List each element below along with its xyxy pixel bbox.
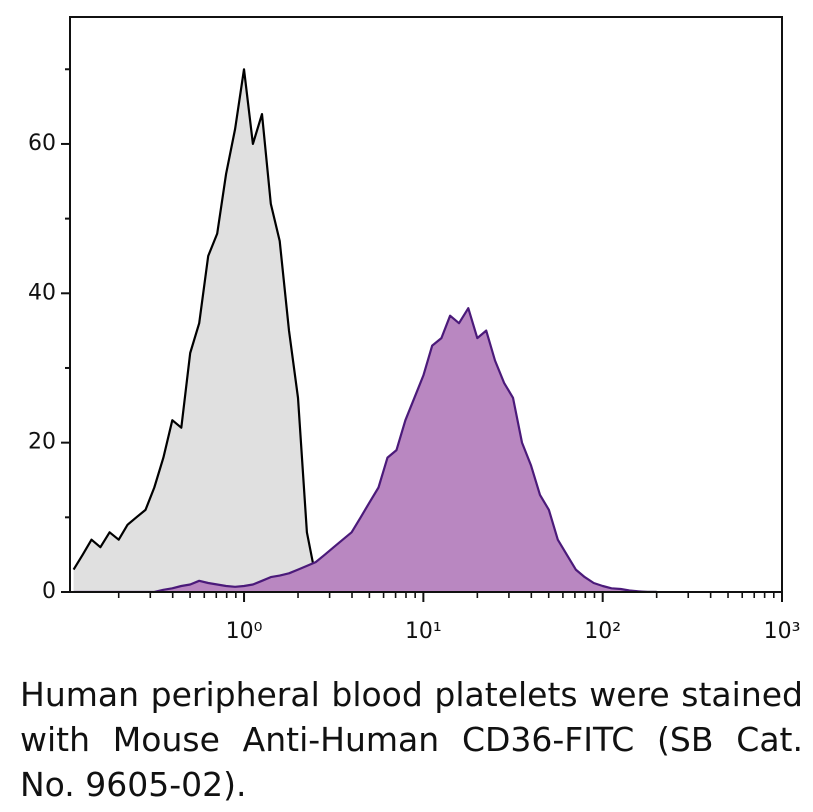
- plot-frame: [69, 16, 783, 593]
- x-tick-label: 10¹: [405, 619, 442, 644]
- x-tick-label: 10³: [764, 619, 801, 644]
- histogram-line: [73, 307, 657, 592]
- area-fill: [73, 308, 657, 592]
- y-tick-label: 20: [28, 430, 56, 455]
- y-tick-label: 0: [42, 579, 56, 604]
- area-fill: [73, 69, 657, 592]
- y-tick-label: 60: [28, 131, 56, 156]
- x-tick-label: 10²: [584, 619, 621, 644]
- chart: 0 20 40 60 10⁰ 10¹ 10² 10³: [28, 16, 801, 644]
- histogram-line: [72, 68, 657, 592]
- y-tick-label: 40: [28, 280, 56, 305]
- x-tick-label: 10⁰: [226, 619, 263, 644]
- caption: Human peripheral blood platelets were st…: [20, 675, 803, 804]
